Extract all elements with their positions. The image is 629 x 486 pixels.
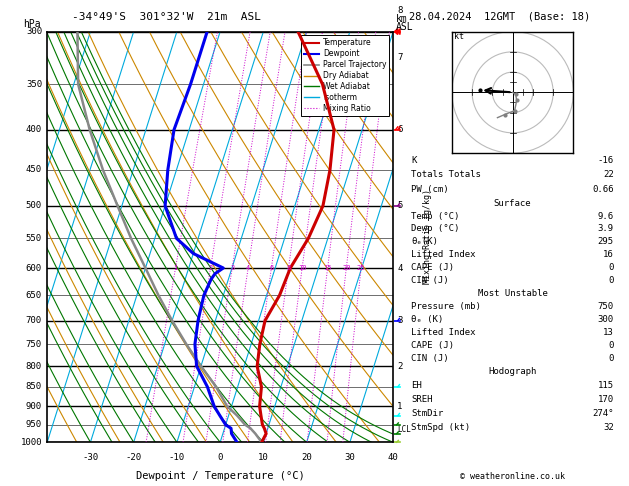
Text: 0: 0 <box>608 341 614 349</box>
Text: PW (cm): PW (cm) <box>411 185 449 194</box>
Text: 40: 40 <box>387 452 399 462</box>
Text: 7: 7 <box>398 53 403 62</box>
Text: 30: 30 <box>345 452 355 462</box>
Text: Pressure (mb): Pressure (mb) <box>411 302 481 311</box>
Text: 0: 0 <box>608 263 614 272</box>
Text: K: K <box>411 156 417 165</box>
Text: 1: 1 <box>174 265 177 271</box>
Text: 15: 15 <box>323 265 332 271</box>
Text: 32: 32 <box>603 423 614 433</box>
Text: -30: -30 <box>82 452 99 462</box>
Text: 295: 295 <box>598 237 614 246</box>
Text: Surface: Surface <box>494 199 532 208</box>
Text: 115: 115 <box>598 381 614 390</box>
Text: 6: 6 <box>269 265 274 271</box>
Text: 28.04.2024  12GMT  (Base: 18): 28.04.2024 12GMT (Base: 18) <box>409 12 590 22</box>
Text: CIN (J): CIN (J) <box>411 353 449 363</box>
Text: 1: 1 <box>398 402 403 411</box>
Text: LCL: LCL <box>398 425 411 434</box>
Text: 2: 2 <box>398 362 403 371</box>
Text: 16: 16 <box>603 250 614 259</box>
Text: 4: 4 <box>398 263 403 273</box>
Text: 500: 500 <box>26 201 42 210</box>
Text: 850: 850 <box>26 382 42 391</box>
Text: θₑ (K): θₑ (K) <box>411 314 443 324</box>
Legend: Temperature, Dewpoint, Parcel Trajectory, Dry Adiabat, Wet Adiabat, Isotherm, Mi: Temperature, Dewpoint, Parcel Trajectory… <box>301 35 389 116</box>
Text: Totals Totals: Totals Totals <box>411 171 481 179</box>
Text: © weatheronline.co.uk: © weatheronline.co.uk <box>460 472 565 481</box>
Text: 6: 6 <box>398 125 403 134</box>
Text: 8: 8 <box>398 6 403 15</box>
Polygon shape <box>394 29 398 35</box>
Text: 20: 20 <box>301 452 312 462</box>
Text: 25: 25 <box>357 265 365 271</box>
Text: 13: 13 <box>603 328 614 337</box>
Text: CAPE (J): CAPE (J) <box>411 341 454 349</box>
Text: 450: 450 <box>26 165 42 174</box>
Text: 10: 10 <box>298 265 306 271</box>
Text: 300: 300 <box>26 27 42 36</box>
Text: kt: kt <box>454 32 464 41</box>
Text: EH: EH <box>411 381 422 390</box>
Text: 700: 700 <box>26 316 42 325</box>
Text: 3: 3 <box>230 265 235 271</box>
Text: StmDir: StmDir <box>411 409 443 418</box>
Text: 8: 8 <box>286 265 291 271</box>
Text: Lifted Index: Lifted Index <box>411 250 476 259</box>
Text: 400: 400 <box>26 125 42 134</box>
Text: θₑ(K): θₑ(K) <box>411 237 438 246</box>
Text: 1000: 1000 <box>21 438 42 447</box>
Text: 3.9: 3.9 <box>598 225 614 233</box>
Text: 950: 950 <box>26 420 42 429</box>
Text: 0: 0 <box>608 353 614 363</box>
Text: 600: 600 <box>26 263 42 273</box>
Text: Hodograph: Hodograph <box>489 367 537 376</box>
Text: 550: 550 <box>26 234 42 243</box>
Text: 2: 2 <box>208 265 213 271</box>
Text: 800: 800 <box>26 362 42 371</box>
Text: -10: -10 <box>169 452 185 462</box>
Text: 750: 750 <box>26 340 42 348</box>
Text: hPa: hPa <box>23 19 41 29</box>
Text: Temp (°C): Temp (°C) <box>411 211 460 221</box>
Text: 4: 4 <box>246 265 250 271</box>
Text: -16: -16 <box>598 156 614 165</box>
Text: CAPE (J): CAPE (J) <box>411 263 454 272</box>
Text: CIN (J): CIN (J) <box>411 276 449 285</box>
Text: 274°: 274° <box>593 409 614 418</box>
Text: 5: 5 <box>398 201 403 210</box>
Polygon shape <box>398 29 400 35</box>
Text: 0: 0 <box>608 276 614 285</box>
Text: -20: -20 <box>126 452 142 462</box>
Text: 0.66: 0.66 <box>593 185 614 194</box>
Text: 0: 0 <box>218 452 223 462</box>
Text: 20: 20 <box>342 265 350 271</box>
Text: 750: 750 <box>598 302 614 311</box>
Text: 350: 350 <box>26 80 42 88</box>
Text: Mixing Ratio (g/kg): Mixing Ratio (g/kg) <box>423 190 432 284</box>
Text: Dewp (°C): Dewp (°C) <box>411 225 460 233</box>
Text: 300: 300 <box>598 314 614 324</box>
Text: 3: 3 <box>398 316 403 325</box>
Text: ASL: ASL <box>396 21 414 32</box>
Text: 9.6: 9.6 <box>598 211 614 221</box>
Text: 10: 10 <box>258 452 269 462</box>
Text: 650: 650 <box>26 291 42 300</box>
Text: Most Unstable: Most Unstable <box>477 289 548 298</box>
Text: 22: 22 <box>603 171 614 179</box>
Text: StmSpd (kt): StmSpd (kt) <box>411 423 470 433</box>
Text: Lifted Index: Lifted Index <box>411 328 476 337</box>
Text: Dewpoint / Temperature (°C): Dewpoint / Temperature (°C) <box>136 471 304 482</box>
Text: 900: 900 <box>26 402 42 411</box>
Text: -34°49'S  301°32'W  21m  ASL: -34°49'S 301°32'W 21m ASL <box>72 12 261 22</box>
Text: SREH: SREH <box>411 395 433 404</box>
Text: km: km <box>396 14 408 24</box>
Text: 170: 170 <box>598 395 614 404</box>
